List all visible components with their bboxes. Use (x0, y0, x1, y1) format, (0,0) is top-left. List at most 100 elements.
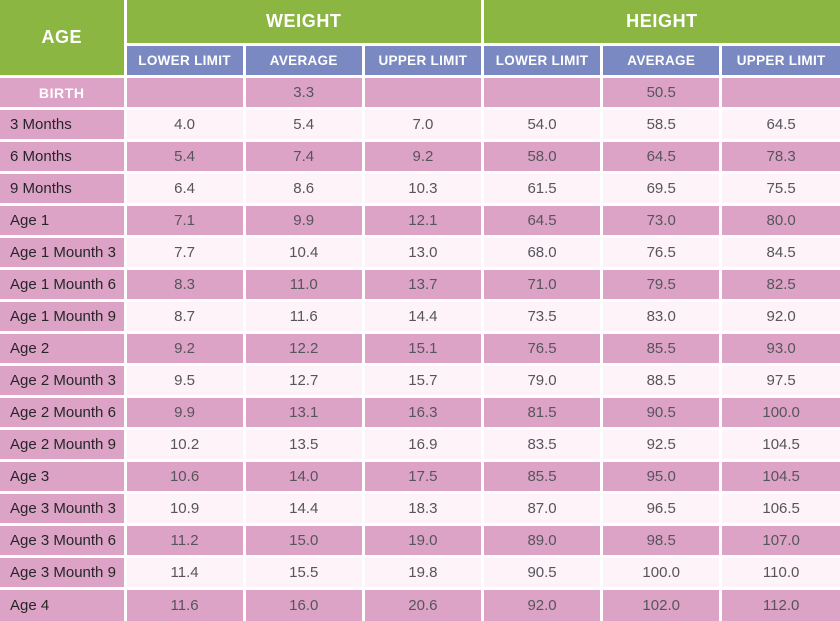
table-body: BIRTH 3.3 50.5 3 Months 4.0 5.4 7.0 54.0 58.5 64.… (0, 75, 840, 621)
age-cell: Age 1 (0, 203, 127, 238)
height-lower-cell: 79.0 (480, 363, 604, 398)
weight-lower-cell: 10.6 (123, 459, 246, 494)
table-row: Age 2 Mounth 9 10.2 13.5 16.9 83.5 92.5 104.5 (0, 427, 840, 462)
weight-upper-cell: 13.7 (361, 267, 484, 302)
height-average-cell: 96.5 (600, 491, 723, 526)
height-upper-cell: 106.5 (719, 491, 840, 526)
height-lower-cell: 85.5 (480, 459, 604, 494)
age-cell: Age 1 Mounth 6 (0, 267, 127, 302)
weight-lower-cell: 10.2 (123, 427, 246, 462)
weight-lower-limit-header: LOWER LIMIT (123, 43, 246, 78)
height-lower-cell: 61.5 (480, 171, 604, 206)
weight-lower-cell: 5.4 (123, 139, 246, 174)
weight-upper-cell: 14.4 (361, 299, 484, 334)
weight-lower-cell: 4.0 (123, 107, 246, 142)
table-row: Age 1 Mounth 3 7.7 10.4 13.0 68.0 76.5 84.5 (0, 235, 840, 270)
weight-upper-cell: 17.5 (361, 459, 484, 494)
table-row: Age 2 Mounth 6 9.9 13.1 16.3 81.5 90.5 100.0 (0, 395, 840, 430)
weight-lower-cell: 8.3 (123, 267, 246, 302)
weight-lower-cell: 11.4 (123, 555, 246, 590)
height-lower-cell: 87.0 (480, 491, 604, 526)
weight-upper-cell: 16.9 (361, 427, 484, 462)
weight-upper-cell: 18.3 (361, 491, 484, 526)
height-lower-cell: 58.0 (480, 139, 604, 174)
weight-average-cell: 15.5 (242, 555, 365, 590)
height-average-cell: 98.5 (600, 523, 723, 558)
height-average-cell: 85.5 (600, 331, 723, 366)
weight-upper-cell: 13.0 (361, 235, 484, 270)
table-row: Age 2 Mounth 3 9.5 12.7 15.7 79.0 88.5 97.5 (0, 363, 840, 398)
height-upper-limit-header: UPPER LIMIT (719, 43, 840, 78)
age-cell: Age 2 Mounth 3 (0, 363, 127, 398)
weight-average-cell: 14.0 (242, 459, 365, 494)
age-cell: Age 2 Mounth 9 (0, 427, 127, 462)
height-lower-cell (480, 75, 604, 110)
height-average-cell: 58.5 (600, 107, 723, 142)
weight-average-cell: 5.4 (242, 107, 365, 142)
height-average-header: AVERAGE (600, 43, 723, 78)
height-upper-cell: 93.0 (719, 331, 840, 366)
weight-upper-cell: 7.0 (361, 107, 484, 142)
table-row: BIRTH 3.3 50.5 (0, 75, 840, 110)
weight-upper-cell: 12.1 (361, 203, 484, 238)
height-upper-cell: 75.5 (719, 171, 840, 206)
weight-average-cell: 10.4 (242, 235, 365, 270)
height-average-cell: 73.0 (600, 203, 723, 238)
weight-average-cell: 7.4 (242, 139, 365, 174)
weight-upper-cell: 10.3 (361, 171, 484, 206)
table-row: 3 Months 4.0 5.4 7.0 54.0 58.5 64.5 (0, 107, 840, 142)
age-column-header: AGE (0, 0, 127, 78)
table-row: Age 3 Mounth 9 11.4 15.5 19.8 90.5 100.0 110.0 (0, 555, 840, 590)
weight-average-cell: 11.6 (242, 299, 365, 334)
age-cell: Age 3 Mounth 3 (0, 491, 127, 526)
height-average-cell: 95.0 (600, 459, 723, 494)
age-cell: Age 3 (0, 459, 127, 494)
weight-average-cell: 3.3 (242, 75, 365, 110)
height-upper-cell: 104.5 (719, 427, 840, 462)
weight-lower-cell: 11.2 (123, 523, 246, 558)
height-average-cell: 50.5 (600, 75, 723, 110)
height-average-cell: 83.0 (600, 299, 723, 334)
height-lower-cell: 68.0 (480, 235, 604, 270)
weight-upper-cell: 9.2 (361, 139, 484, 174)
weight-average-cell: 13.5 (242, 427, 365, 462)
height-lower-cell: 81.5 (480, 395, 604, 430)
height-lower-cell: 83.5 (480, 427, 604, 462)
weight-upper-cell: 15.1 (361, 331, 484, 366)
height-average-cell: 90.5 (600, 395, 723, 430)
weight-lower-cell: 6.4 (123, 171, 246, 206)
table-row: Age 2 9.2 12.2 15.1 76.5 85.5 93.0 (0, 331, 840, 366)
weight-lower-cell: 9.9 (123, 395, 246, 430)
height-upper-cell: 107.0 (719, 523, 840, 558)
weight-lower-cell (123, 75, 246, 110)
height-upper-cell: 92.0 (719, 299, 840, 334)
table-row: 9 Months 6.4 8.6 10.3 61.5 69.5 75.5 (0, 171, 840, 206)
weight-lower-cell: 10.9 (123, 491, 246, 526)
table-row: Age 3 Mounth 6 11.2 15.0 19.0 89.0 98.5 107.0 (0, 523, 840, 558)
sub-header-row: LOWER LIMIT AVERAGE UPPER LIMIT LOWER LI… (0, 43, 840, 78)
height-lower-limit-header: LOWER LIMIT (480, 43, 604, 78)
weight-upper-cell: 19.8 (361, 555, 484, 590)
height-average-cell: 76.5 (600, 235, 723, 270)
age-cell: Age 4 (0, 587, 127, 621)
weight-group-header: WEIGHT (123, 0, 484, 46)
weight-average-cell: 8.6 (242, 171, 365, 206)
height-lower-cell: 90.5 (480, 555, 604, 590)
table-row: Age 3 Mounth 3 10.9 14.4 18.3 87.0 96.5 106.5 (0, 491, 840, 526)
age-cell: Age 2 (0, 331, 127, 366)
height-upper-cell: 78.3 (719, 139, 840, 174)
height-lower-cell: 76.5 (480, 331, 604, 366)
height-upper-cell: 112.0 (719, 587, 840, 621)
group-header-row: AGE WEIGHT HEIGHT (0, 0, 840, 78)
age-cell: 3 Months (0, 107, 127, 142)
weight-upper-cell: 15.7 (361, 363, 484, 398)
weight-upper-cell: 16.3 (361, 395, 484, 430)
table-row: Age 1 7.1 9.9 12.1 64.5 73.0 80.0 (0, 203, 840, 238)
weight-average-cell: 16.0 (242, 587, 365, 621)
age-cell: BIRTH (0, 75, 127, 110)
height-upper-cell (719, 75, 840, 110)
weight-average-cell: 12.2 (242, 331, 365, 366)
height-lower-cell: 92.0 (480, 587, 604, 621)
height-average-cell: 100.0 (600, 555, 723, 590)
